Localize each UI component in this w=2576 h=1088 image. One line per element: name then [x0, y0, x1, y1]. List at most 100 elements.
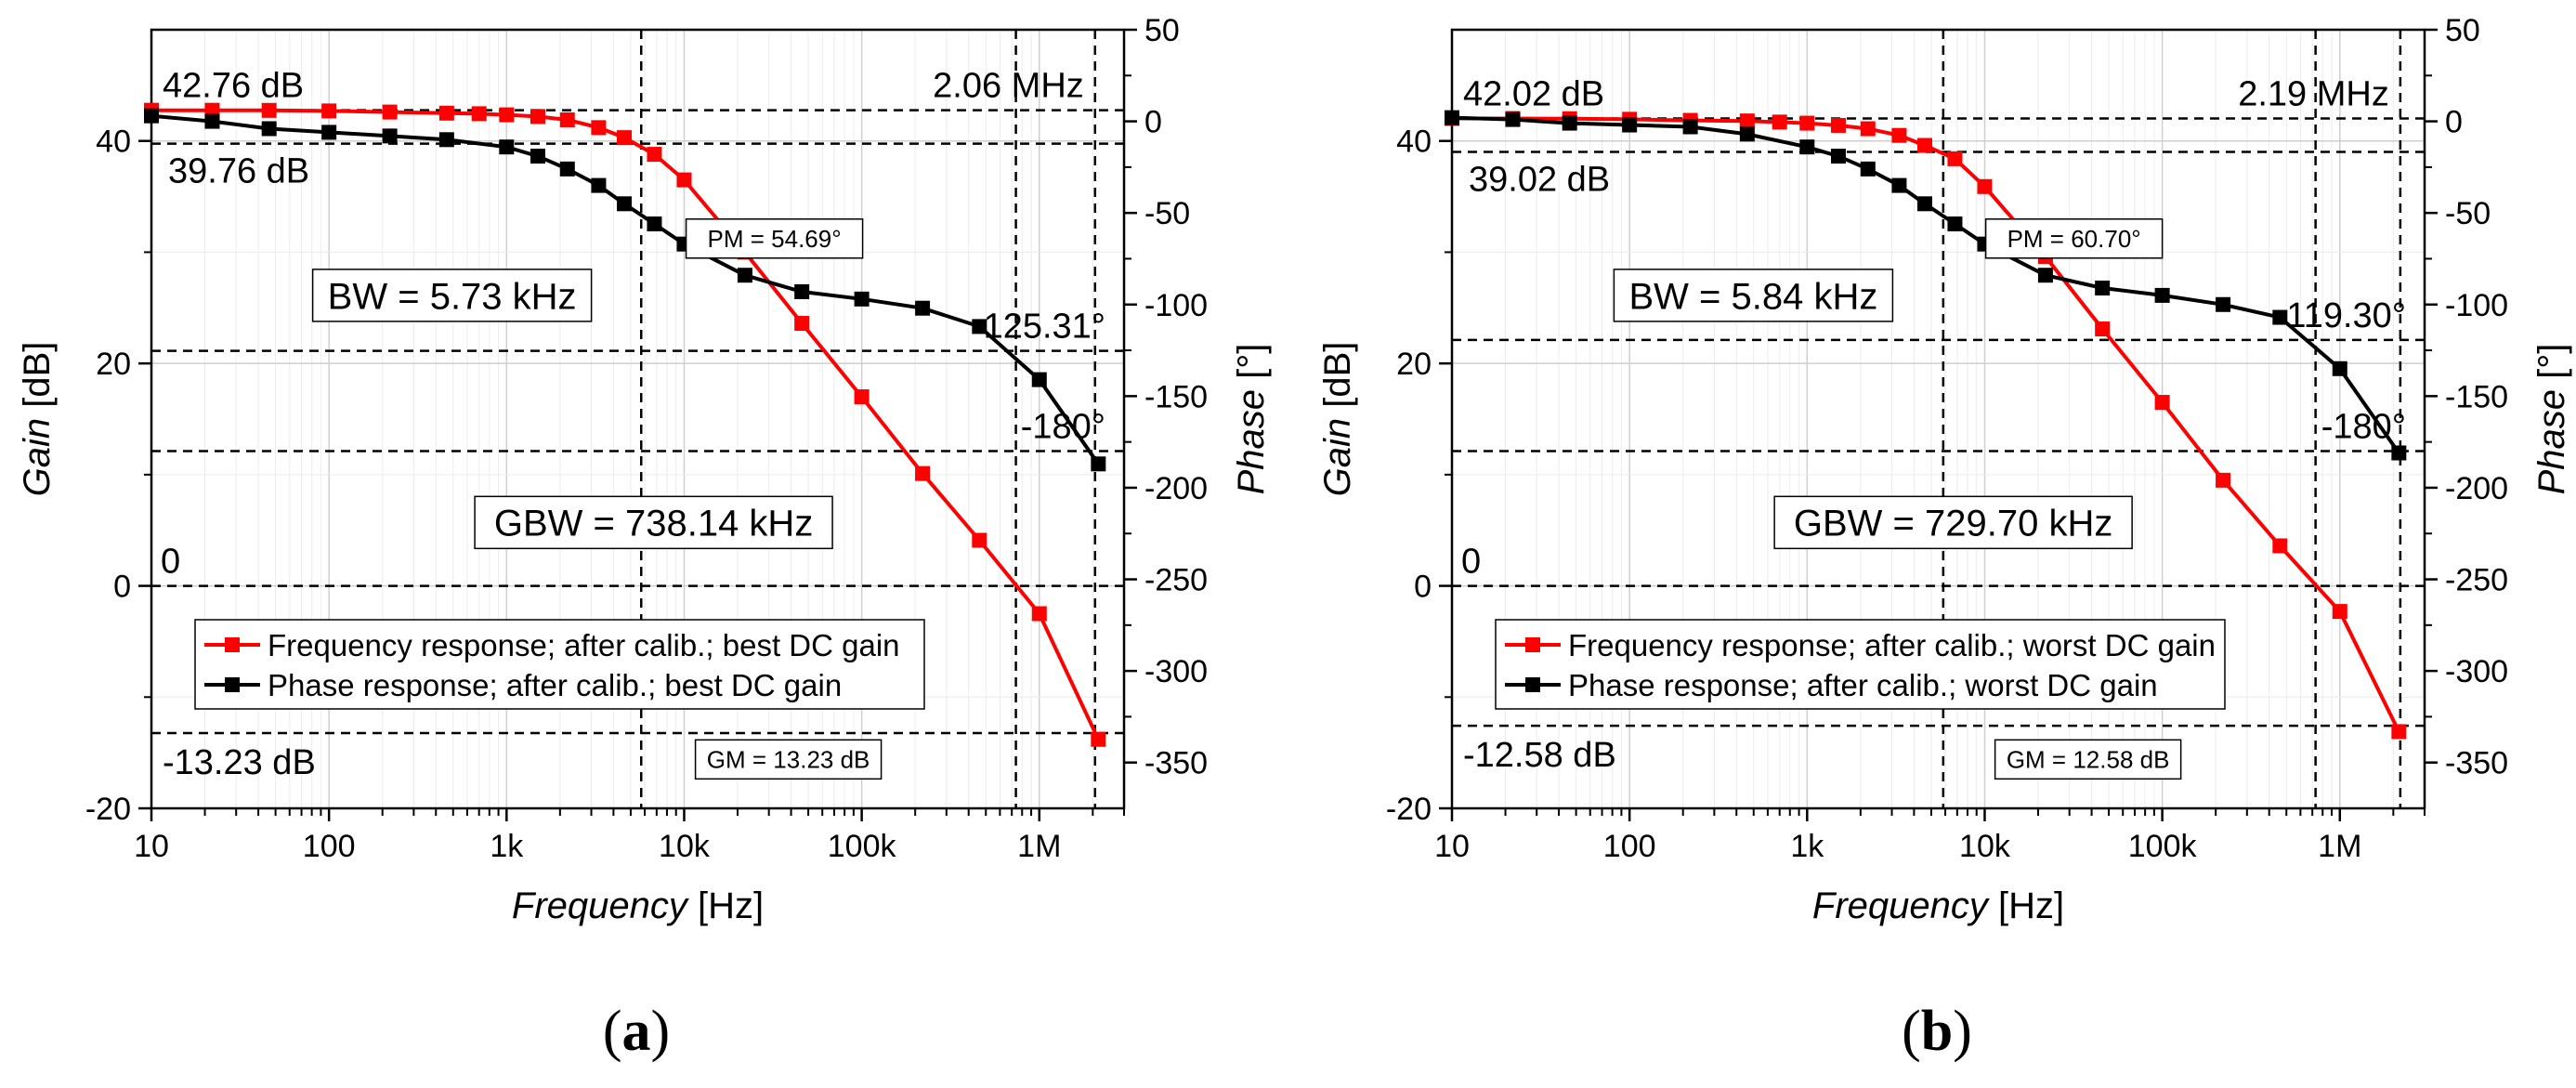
data-point — [1860, 121, 1876, 137]
y-axis-label-unit: [dB] — [1317, 342, 1358, 418]
panel-b-caption: (b) — [1902, 1000, 1972, 1063]
y-tick-label: 20 — [96, 347, 131, 382]
data-point — [2391, 724, 2407, 740]
legend-swatch-marker — [225, 677, 240, 692]
x-axis-label-name: Frequency — [512, 885, 690, 926]
data-point — [1682, 119, 1698, 135]
data-point — [1739, 126, 1755, 142]
phase-series — [144, 108, 1106, 472]
data-point — [2272, 538, 2288, 554]
data-point — [1031, 372, 1047, 387]
bw-label: BW = 5.73 kHz — [328, 276, 577, 317]
data-point — [1947, 151, 1963, 166]
y2-tick-label: -250 — [1144, 563, 1208, 598]
x-tick-label: 10 — [1434, 829, 1470, 864]
series-line — [150, 113, 1100, 465]
data-point — [382, 104, 398, 120]
data-point — [471, 106, 487, 122]
plot-frame — [150, 28, 1126, 810]
x-tick-label: 100 — [303, 829, 356, 864]
dc-gain-label: 42.76 dB — [163, 67, 304, 106]
unity-frequency-label: 2.06 MHz — [933, 67, 1084, 106]
phase-at-unity-label: -119.30° — [2275, 296, 2406, 335]
data-point — [854, 389, 870, 405]
data-point — [2154, 395, 2170, 411]
x-tick-label: 100k — [2128, 829, 2198, 864]
pm-label-box — [1984, 218, 2164, 259]
data-point — [1622, 117, 1638, 133]
data-point — [1860, 161, 1876, 177]
pm-label: PM = 60.70° — [2007, 225, 2141, 253]
series-line — [1451, 115, 2400, 454]
pm-label-box — [685, 218, 864, 259]
data-point — [559, 161, 575, 177]
data-point — [1031, 606, 1047, 622]
data-point — [915, 300, 931, 316]
data-point — [972, 319, 987, 334]
data-point — [1917, 138, 1933, 153]
plot-frame — [1450, 28, 2426, 810]
phase-at-unity-label: -125.31° — [972, 308, 1105, 347]
bw-label: BW = 5.84 kHz — [1628, 276, 1877, 317]
data-point — [2391, 445, 2407, 461]
data-point — [1799, 139, 1815, 155]
x-tick-label: 1k — [1790, 829, 1824, 864]
y2-tick-label: -300 — [1144, 654, 1208, 689]
data-point — [530, 109, 545, 125]
y-axis-label-name: Gain — [1317, 418, 1358, 497]
data-point — [2216, 472, 2231, 488]
x-axis-label-unit: [Hz] — [687, 885, 764, 926]
data-point — [204, 113, 220, 129]
legend: Frequency response; after calib.; best D… — [194, 619, 925, 710]
y-tick-label: 40 — [1396, 125, 1432, 160]
data-point — [559, 111, 575, 127]
gm-label: GM = 12.58 dB — [2007, 746, 2170, 774]
y2-tick-label: -50 — [1144, 196, 1190, 231]
y2-tick-label: 0 — [2445, 105, 2463, 140]
y2-tick-label: -350 — [2445, 746, 2508, 781]
legend-swatch-marker — [1525, 677, 1540, 692]
y2-tick-label: -150 — [1144, 379, 1208, 414]
gm-label: GM = 13.23 dB — [707, 746, 870, 774]
data-point — [1505, 111, 1521, 127]
dc-gain-minus3-label: 39.02 dB — [1469, 160, 1610, 199]
data-point — [647, 147, 662, 163]
data-point — [794, 316, 810, 332]
y-tick-label: -20 — [85, 792, 131, 827]
y2-axis-label-unit: [°] — [1231, 344, 1272, 389]
bw-label-box — [1613, 269, 1894, 322]
data-point — [915, 465, 931, 481]
gain-series — [1445, 111, 2407, 740]
pm-label: PM = 54.69° — [708, 225, 842, 253]
data-point — [499, 107, 515, 123]
data-point — [2037, 268, 2053, 283]
y-tick-label: 20 — [1396, 347, 1432, 382]
data-point — [591, 120, 607, 136]
x-tick-label: 1k — [490, 829, 524, 864]
data-point — [676, 172, 692, 188]
y2-tick-label: -250 — [2445, 563, 2508, 598]
legend-entry: Phase response; after calib.; worst DC g… — [1568, 668, 2158, 702]
legend-swatch-marker — [225, 637, 240, 652]
data-point — [2095, 281, 2111, 296]
unity-frequency-label: 2.19 MHz — [2238, 75, 2389, 114]
y2-tick-label: -100 — [2445, 288, 2508, 323]
y2-tick-label: -100 — [1144, 288, 1208, 323]
data-point — [321, 125, 337, 140]
data-point — [1891, 177, 1907, 193]
data-point — [2272, 309, 2288, 325]
data-point — [1917, 196, 1933, 212]
y-tick-label: 40 — [96, 125, 131, 160]
data-point — [2154, 287, 2170, 303]
y2-tick-label: 50 — [2445, 13, 2480, 48]
y2-axis-label: Phase [°] — [1231, 344, 1272, 495]
y2-axis-label-unit: [°] — [2531, 344, 2572, 389]
x-tick-label: 100 — [1603, 829, 1656, 864]
legend-entry: Frequency response; after calib.; best D… — [268, 628, 900, 662]
chart-panel-a: 10 100 1k 10k 100k 1M-2002040500-50-100-150-2… — [17, 13, 1272, 926]
gm-label-box — [694, 739, 883, 780]
dc-gain-minus3-label: 39.76 dB — [168, 152, 309, 191]
legend-box — [1495, 619, 2226, 710]
panel-a-caption: (a) — [602, 1000, 671, 1063]
